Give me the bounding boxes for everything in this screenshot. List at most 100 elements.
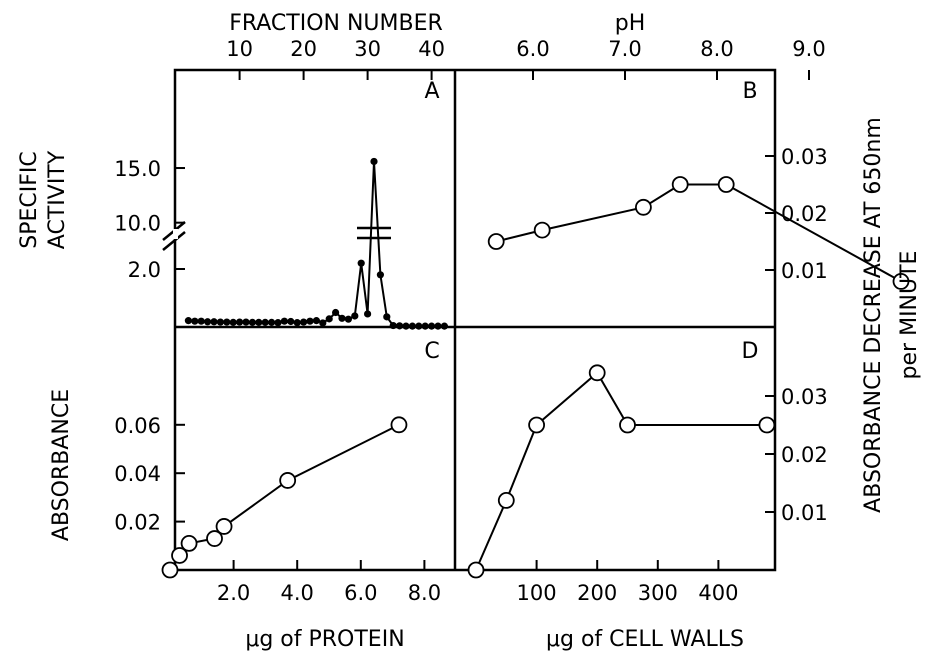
panel-a-point bbox=[191, 317, 199, 325]
panel-d-x-tick-label: 100 bbox=[517, 581, 557, 605]
panel-a-point bbox=[204, 318, 212, 326]
panel-d-point bbox=[497, 491, 515, 509]
panel-a-point bbox=[197, 317, 205, 325]
data-markers bbox=[161, 157, 910, 579]
axis-ticks bbox=[175, 70, 810, 570]
panel-b-y-tick-label: 0.02 bbox=[781, 202, 828, 226]
panel-d-point bbox=[619, 416, 636, 434]
panel-a-point bbox=[312, 317, 320, 325]
panel-c-x-tick-label: 4.0 bbox=[280, 581, 313, 605]
panel-a-point bbox=[389, 321, 397, 330]
panel-a-point bbox=[319, 319, 327, 327]
panel-b-y-tick-label: 0.03 bbox=[781, 145, 828, 169]
panel-a-point bbox=[261, 318, 269, 326]
tick-labels: 10 20 30 40 2.0 10.0 15.0 6.0 7.0 8.0 9.0 0.01 0.02 0… bbox=[114, 37, 828, 605]
panel-a-point bbox=[421, 322, 429, 330]
panel-d-point bbox=[528, 416, 545, 434]
panel-a-y-tick-label: 2.0 bbox=[128, 258, 161, 282]
panel-d-point bbox=[467, 561, 485, 579]
panel-letter-a: A bbox=[424, 79, 439, 104]
panel-a-point bbox=[216, 318, 224, 326]
activity-label: ACTIVITY bbox=[45, 150, 70, 249]
panel-letter-c: C bbox=[424, 339, 439, 364]
right-axis-label-2: per MINUTE bbox=[897, 251, 922, 380]
panel-a-point bbox=[440, 322, 448, 330]
panel-d-x-tick-label: 400 bbox=[698, 581, 738, 605]
panel-a-point bbox=[396, 322, 404, 330]
panel-b-point bbox=[487, 233, 505, 250]
right-axis-label-1: ABSORBANCE DECREASE AT 650nm bbox=[861, 117, 886, 513]
panel-a-point bbox=[383, 313, 391, 321]
panel-c-series-line bbox=[169, 423, 400, 571]
panel-c-x-tick-label: 2.0 bbox=[217, 581, 250, 605]
panel-c-y-tick-label: 0.02 bbox=[114, 511, 161, 535]
panel-a-point bbox=[210, 318, 218, 326]
panel-a-x-tick-label: 40 bbox=[418, 37, 445, 61]
panel-a-point bbox=[229, 318, 237, 326]
panel-d-point bbox=[758, 416, 776, 434]
panel-c-point bbox=[279, 472, 297, 489]
panel-a-point bbox=[274, 319, 282, 327]
panel-d-y-tick-label: 0.03 bbox=[781, 385, 828, 409]
panel-a-point bbox=[376, 271, 384, 279]
panel-a-point bbox=[332, 308, 340, 317]
panel-a-y-tick-label: 10.0 bbox=[114, 212, 161, 236]
panel-c-point bbox=[171, 547, 188, 564]
panel-a-point bbox=[344, 315, 352, 323]
panel-a-point bbox=[255, 318, 263, 326]
panel-a-point bbox=[293, 319, 301, 327]
cell-walls-label: μg of CELL WALLS bbox=[546, 627, 744, 652]
panel-d-x-tick-label: 300 bbox=[638, 581, 678, 605]
panel-a-x-tick-label: 20 bbox=[290, 37, 317, 61]
panel-a-point bbox=[364, 310, 372, 318]
panel-a-point bbox=[415, 322, 423, 330]
panel-b-x-tick-label: 9.0 bbox=[792, 37, 825, 61]
panel-letter-d: D bbox=[742, 339, 759, 364]
panel-a-point bbox=[184, 317, 192, 325]
panel-c-x-tick-label: 8.0 bbox=[408, 581, 441, 605]
axis-break-marks bbox=[162, 221, 391, 251]
panel-a-series-line bbox=[188, 161, 445, 328]
absorbance-label: ABSORBANCE bbox=[49, 389, 74, 541]
panel-d-y-tick-label: 0.01 bbox=[781, 501, 828, 525]
panel-b-point bbox=[635, 198, 652, 216]
panel-b-series-line bbox=[495, 183, 902, 283]
panel-a-point bbox=[408, 322, 416, 330]
panel-a-point bbox=[223, 318, 231, 326]
panel-a-point bbox=[338, 314, 346, 322]
panel-d-series-line bbox=[475, 371, 767, 571]
panel-a-point bbox=[300, 318, 308, 326]
panel-c-point bbox=[206, 530, 223, 547]
panel-a-point bbox=[402, 322, 410, 330]
panel-c-point bbox=[180, 534, 198, 552]
panel-a-point bbox=[236, 318, 244, 326]
panel-a-point bbox=[248, 318, 256, 326]
panel-a-point bbox=[325, 315, 333, 323]
panel-a-point bbox=[357, 259, 365, 267]
panel-b-y-tick-label: 0.01 bbox=[781, 259, 828, 283]
panel-a-point bbox=[351, 312, 359, 320]
panel-d-point bbox=[588, 364, 606, 382]
protein-label: μg of PROTEIN bbox=[245, 627, 404, 652]
fraction-number-title: FRACTION NUMBER bbox=[229, 11, 443, 36]
panel-a-point bbox=[434, 322, 442, 330]
panel-a-x-tick-label: 10 bbox=[226, 37, 253, 61]
panel-c-point bbox=[215, 518, 233, 535]
panel-c-point bbox=[161, 561, 179, 579]
panel-a-point bbox=[370, 157, 378, 166]
panel-a-point bbox=[428, 322, 436, 330]
panel-b-point bbox=[892, 272, 910, 290]
axis-break-slash bbox=[162, 231, 186, 251]
panel-a-point bbox=[268, 318, 276, 326]
panel-a-x-tick-label: 30 bbox=[354, 37, 381, 61]
panel-c-y-tick-label: 0.04 bbox=[114, 462, 161, 486]
panel-a-point bbox=[306, 317, 314, 325]
panel-letter-b: B bbox=[742, 79, 757, 104]
panel-a-point bbox=[242, 318, 250, 326]
panel-d-y-tick-label: 0.02 bbox=[781, 443, 828, 467]
axis-break-gap bbox=[173, 229, 178, 239]
panel-b-x-tick-label: 8.0 bbox=[700, 37, 733, 61]
panel-d-x-tick-label: 200 bbox=[577, 581, 617, 605]
ph-title: pH bbox=[615, 11, 646, 36]
